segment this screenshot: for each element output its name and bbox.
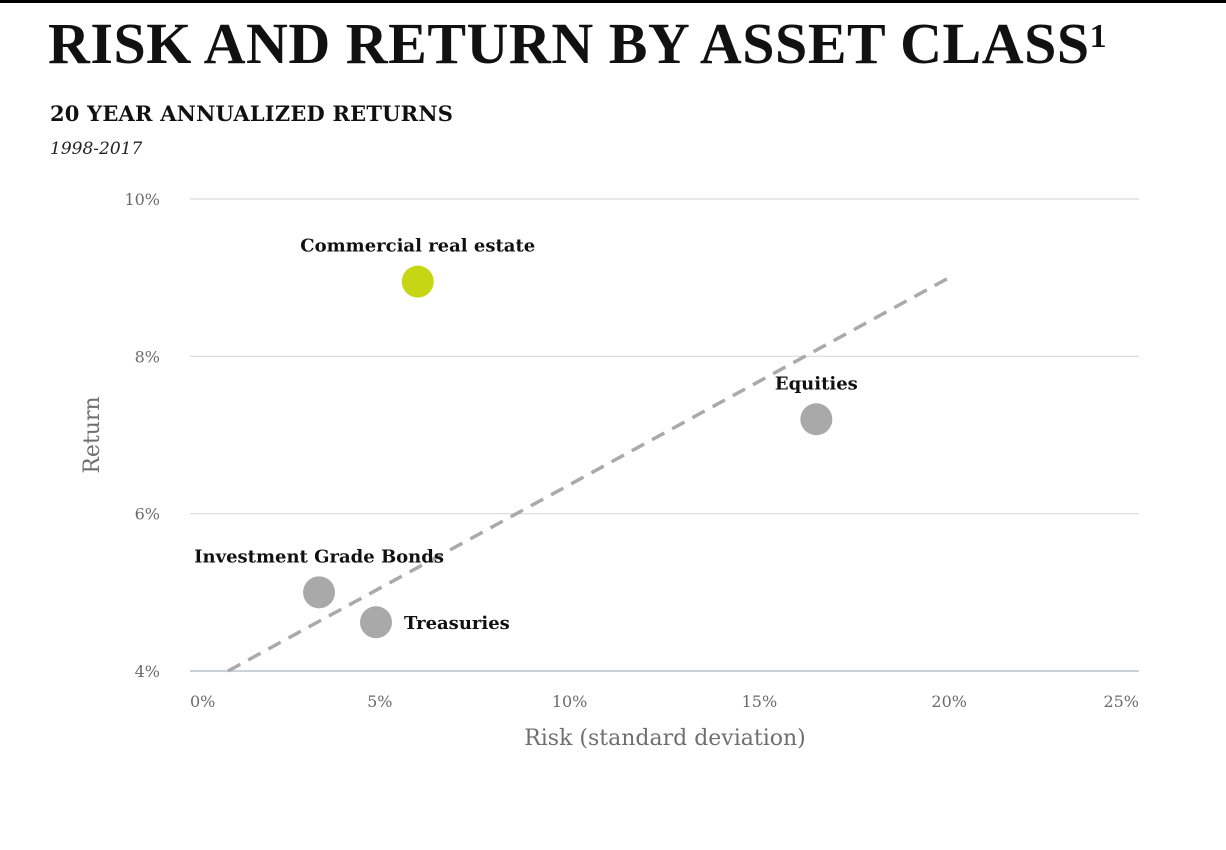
trendline [227, 276, 951, 673]
data-point [401, 265, 434, 298]
data-point [800, 403, 833, 436]
data-point [303, 576, 336, 609]
data-point [360, 606, 393, 639]
point-label: Equities [775, 373, 858, 394]
point-labels: Commercial real estate Equities Investment… [194, 236, 858, 635]
x-tick-label: 10% [552, 692, 588, 711]
data-points [303, 265, 833, 639]
trendline-group [227, 276, 951, 673]
top-rule [0, 0, 1226, 3]
x-axis-ticks: 0% 5% 10% 15% 20% 25% [190, 692, 1139, 711]
x-tick-label: 15% [742, 692, 778, 711]
y-tick-label: 10% [124, 190, 160, 209]
point-label: Investment Grade Bonds [194, 546, 444, 567]
x-axis-title: Risk (standard deviation) [524, 726, 806, 751]
y-tick-label: 4% [135, 662, 160, 681]
chart-subtitle: 20 YEAR ANNUALIZED RETURNS [50, 101, 454, 126]
x-tick-label: 0% [190, 692, 215, 711]
x-tick-label: 5% [367, 692, 392, 711]
title-text: RISK AND RETURN BY ASSET CLASS [48, 11, 1090, 76]
x-tick-label: 20% [931, 692, 967, 711]
y-tick-label: 6% [135, 505, 160, 524]
y-axis-title: Return [80, 396, 105, 473]
title-footnote-marker: 1 [1089, 17, 1108, 55]
page-title: RISK AND RETURN BY ASSET CLASS1 [48, 10, 1107, 77]
gridlines [190, 198, 1139, 672]
x-tick-label: 25% [1103, 692, 1139, 711]
period-label: 1998-2017 [50, 139, 143, 159]
point-label: Commercial real estate [300, 236, 535, 257]
point-label: Treasuries [404, 613, 510, 634]
y-axis-ticks: 4% 6% 8% 10% [124, 190, 160, 681]
y-tick-label: 8% [135, 347, 160, 366]
